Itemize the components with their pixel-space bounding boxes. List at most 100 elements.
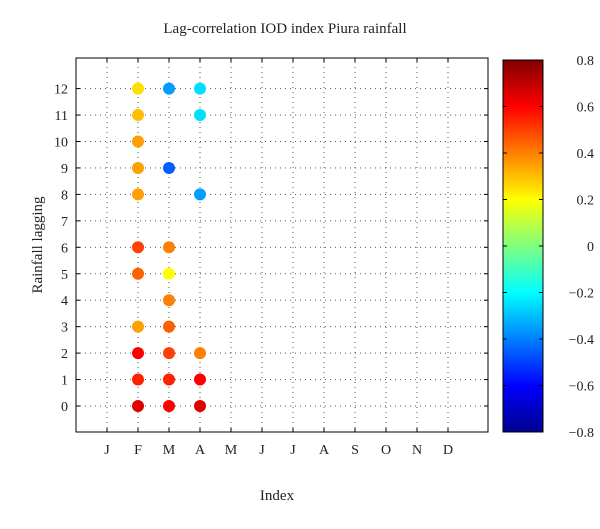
grid-dot	[261, 142, 263, 143]
grid-dot	[215, 246, 216, 248]
grid-dot	[160, 220, 161, 222]
grid-dot	[230, 402, 232, 403]
grid-dot	[195, 326, 196, 328]
grid-dot	[335, 88, 336, 90]
grid-dot	[405, 405, 406, 407]
grid-dot	[190, 352, 191, 354]
grid-dot	[385, 405, 386, 407]
grid-dot	[137, 207, 139, 208]
grid-dot	[323, 87, 325, 88]
grid-dot	[354, 97, 356, 98]
grid-dot	[168, 192, 170, 193]
grid-dot	[385, 277, 387, 278]
grid-dot	[168, 137, 170, 138]
grid-dot	[385, 322, 387, 323]
grid-dot	[292, 422, 294, 423]
grid-dot	[80, 405, 81, 407]
grid-dot	[106, 67, 108, 68]
grid-dot	[261, 277, 263, 278]
grid-dot	[290, 141, 291, 142]
grid-dot	[335, 167, 336, 169]
grid-dot	[190, 193, 191, 195]
grid-dot	[180, 326, 181, 328]
grid-dot	[350, 193, 351, 195]
grid-dot	[168, 222, 170, 223]
grid-dot	[125, 246, 126, 248]
grid-dot	[354, 327, 356, 328]
grid-dot	[290, 405, 291, 407]
grid-dot	[420, 220, 421, 222]
grid-dot	[230, 88, 231, 90]
grid-dot	[390, 299, 391, 301]
grid-dot	[385, 387, 387, 388]
grid-dot	[106, 352, 108, 353]
grid-dot	[292, 242, 294, 243]
grid-dot	[230, 152, 232, 153]
grid-dot	[385, 122, 387, 123]
grid-dot	[120, 193, 121, 195]
grid-dot	[390, 114, 391, 116]
grid-dot	[168, 427, 170, 428]
grid-dot	[185, 326, 186, 328]
grid-dot	[390, 352, 391, 354]
grid-dot	[168, 117, 170, 118]
grid-dot	[168, 307, 170, 308]
grid-dot	[106, 407, 108, 408]
grid-dot	[355, 352, 356, 354]
grid-dot	[199, 182, 201, 183]
grid-dot	[447, 262, 449, 263]
grid-dot	[168, 112, 170, 113]
grid-dot	[230, 220, 231, 222]
grid-dot	[215, 193, 216, 195]
grid-dot	[180, 220, 181, 222]
grid-dot	[199, 302, 201, 303]
grid-dot	[354, 267, 356, 268]
grid-dot	[106, 162, 108, 163]
grid-dot	[315, 193, 316, 195]
grid-dot	[315, 220, 316, 222]
grid-dot	[261, 112, 263, 113]
grid-dot	[445, 246, 446, 248]
x-tick-label: M	[163, 443, 176, 458]
grid-dot	[137, 177, 139, 178]
grid-dot	[215, 352, 216, 354]
grid-dot	[261, 202, 263, 203]
grid-dot	[140, 299, 141, 301]
grid-dot	[110, 220, 111, 222]
grid-dot	[155, 379, 156, 381]
grid-dot	[168, 82, 170, 83]
grid-dot	[230, 72, 232, 73]
grid-dot	[250, 326, 251, 328]
grid-dot	[305, 379, 306, 381]
grid-dot	[340, 326, 341, 328]
grid-dot	[230, 142, 232, 143]
grid-dot	[255, 405, 256, 407]
grid-dot	[416, 327, 418, 328]
grid-dot	[275, 141, 276, 142]
grid-dot	[260, 299, 261, 301]
grid-dot	[354, 282, 356, 283]
grid-dot	[145, 299, 146, 301]
grid-dot	[416, 72, 418, 73]
grid-dot	[120, 352, 121, 354]
grid-dot	[400, 405, 401, 407]
grid-dot	[285, 193, 286, 195]
grid-dot	[355, 405, 356, 407]
grid-dot	[250, 141, 251, 142]
grid-dot	[480, 114, 481, 116]
grid-dot	[230, 197, 232, 198]
grid-dot	[261, 137, 263, 138]
grid-dot	[199, 77, 201, 78]
grid-dot	[137, 287, 139, 288]
grid-dot	[125, 88, 126, 90]
data-point	[194, 82, 206, 95]
grid-dot	[405, 273, 406, 275]
grid-dot	[323, 342, 325, 343]
grid-dot	[115, 141, 116, 142]
grid-dot	[354, 412, 356, 413]
grid-dot	[315, 114, 316, 116]
grid-dot	[185, 141, 186, 142]
grid-dot	[305, 167, 306, 169]
